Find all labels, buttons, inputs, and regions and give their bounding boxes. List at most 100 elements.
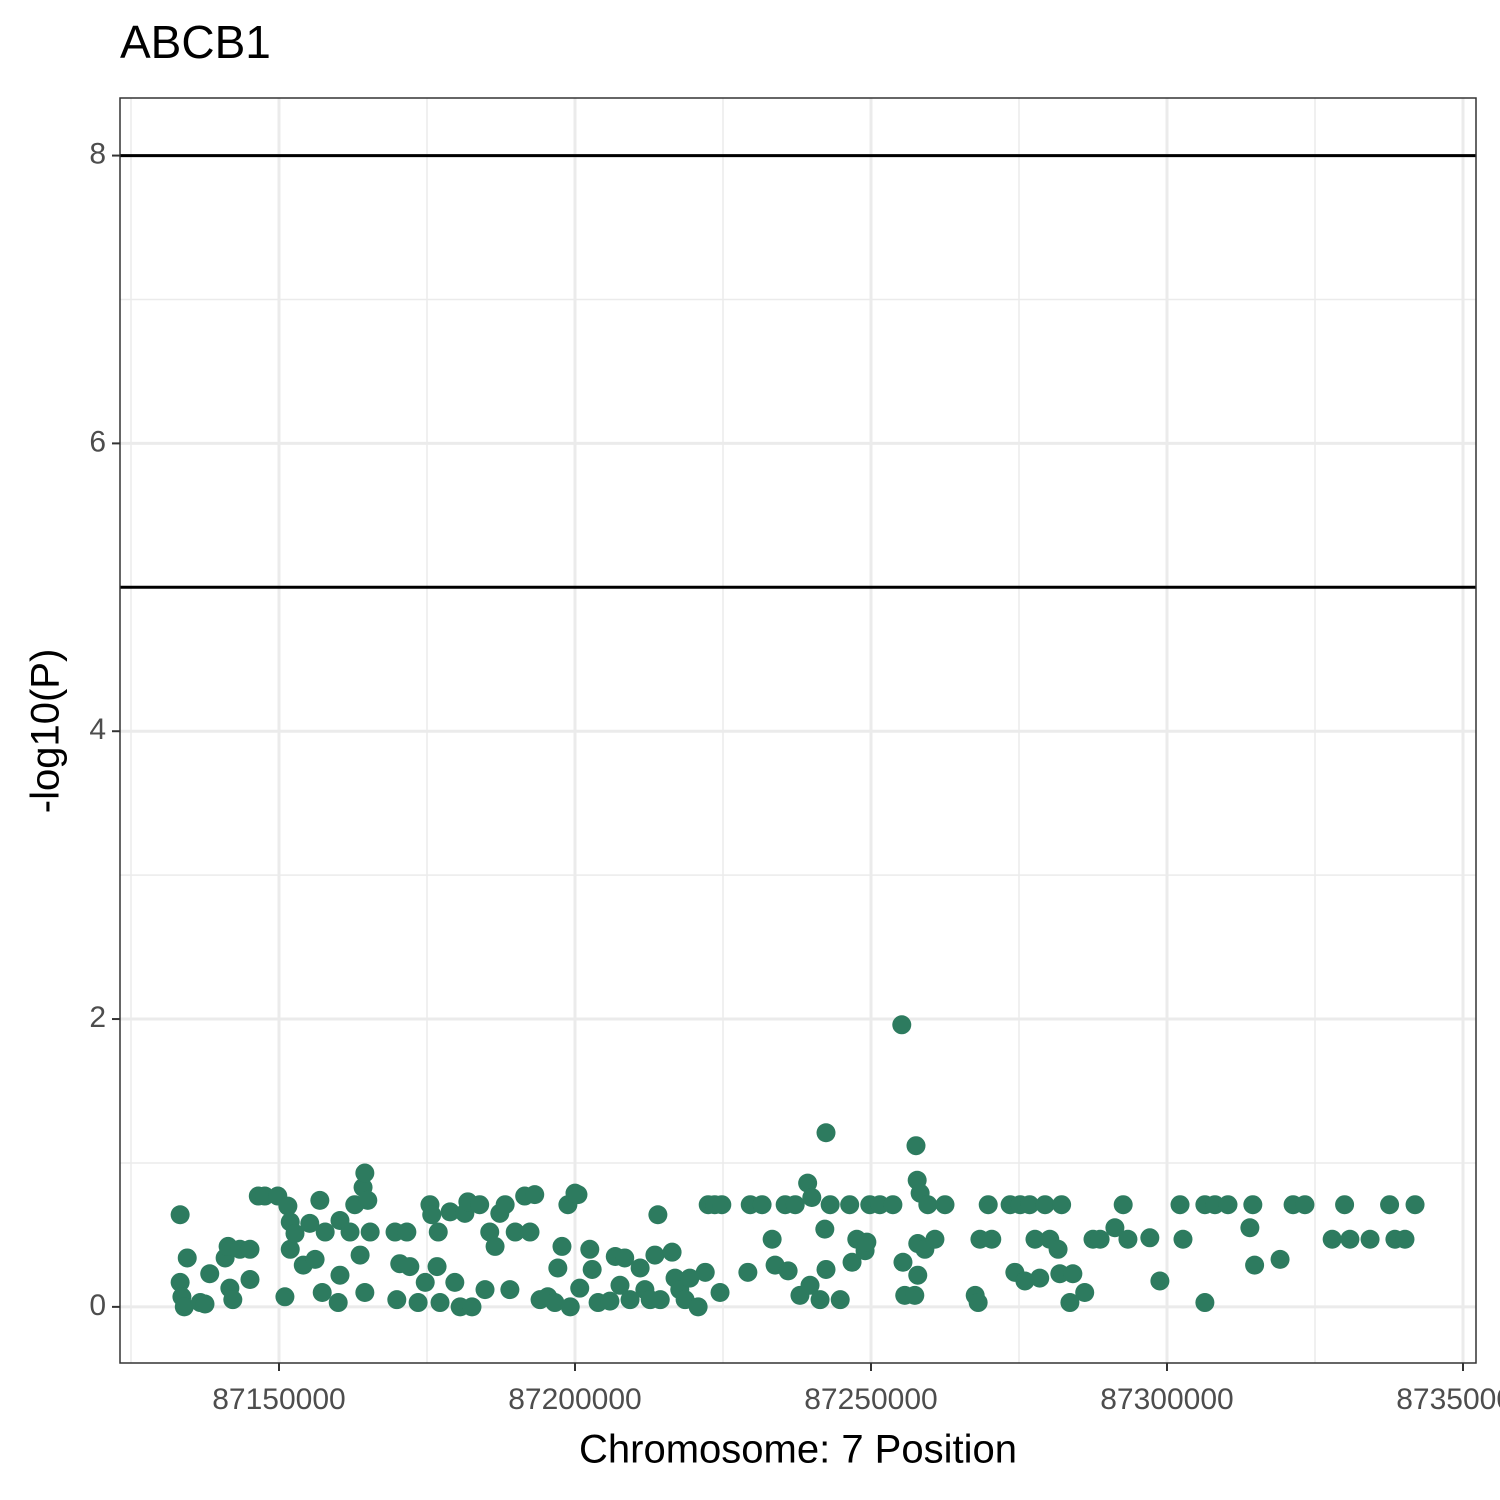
- y-tick-label: 4: [89, 713, 106, 746]
- point: [358, 1190, 378, 1210]
- point: [305, 1249, 325, 1269]
- point: [816, 1123, 836, 1143]
- point: [560, 1297, 580, 1317]
- point: [545, 1293, 565, 1313]
- point: [815, 1219, 835, 1239]
- point: [883, 1195, 903, 1215]
- point: [475, 1280, 495, 1300]
- point: [620, 1290, 640, 1310]
- point: [798, 1173, 818, 1193]
- point: [355, 1163, 375, 1183]
- point: [610, 1275, 630, 1295]
- point: [600, 1291, 620, 1311]
- point: [935, 1195, 955, 1215]
- point: [548, 1258, 568, 1278]
- point: [315, 1222, 335, 1242]
- point: [240, 1239, 260, 1259]
- point: [1270, 1249, 1290, 1269]
- point: [480, 1222, 500, 1242]
- x-tick-label: 87250000: [804, 1383, 937, 1416]
- point: [1030, 1268, 1050, 1288]
- point: [428, 1222, 448, 1242]
- point: [1340, 1229, 1360, 1249]
- point: [893, 1252, 913, 1272]
- x-tick-label: 87150000: [212, 1383, 345, 1416]
- point: [408, 1293, 428, 1313]
- point: [1052, 1195, 1072, 1215]
- point: [440, 1202, 460, 1222]
- point: [908, 1265, 928, 1285]
- point: [810, 1290, 830, 1310]
- point: [552, 1236, 572, 1256]
- point: [415, 1272, 435, 1292]
- point: [300, 1213, 320, 1233]
- point: [1140, 1228, 1160, 1248]
- point: [892, 1015, 912, 1035]
- point: [462, 1297, 482, 1317]
- point: [310, 1190, 330, 1210]
- point: [680, 1268, 700, 1288]
- point: [1240, 1218, 1260, 1238]
- point: [1150, 1271, 1170, 1291]
- point: [505, 1222, 525, 1242]
- point: [785, 1195, 805, 1215]
- point: [422, 1205, 442, 1225]
- point: [1380, 1195, 1400, 1215]
- point: [275, 1287, 295, 1307]
- point: [925, 1229, 945, 1249]
- point: [240, 1270, 260, 1290]
- point: [752, 1195, 772, 1215]
- point: [982, 1229, 1002, 1249]
- point: [712, 1195, 732, 1215]
- point: [1075, 1282, 1095, 1302]
- point: [427, 1257, 447, 1277]
- point: [350, 1245, 370, 1265]
- point: [648, 1205, 668, 1225]
- point: [1243, 1195, 1263, 1215]
- point: [1048, 1239, 1068, 1259]
- x-tick-label: 87300000: [1100, 1383, 1233, 1416]
- point: [177, 1248, 197, 1268]
- point: [1360, 1229, 1380, 1249]
- point: [918, 1195, 938, 1215]
- point: [223, 1290, 243, 1310]
- y-tick-label: 6: [89, 425, 106, 458]
- point: [820, 1195, 840, 1215]
- x-tick-label: 87350000: [1396, 1383, 1500, 1416]
- point: [1090, 1229, 1110, 1249]
- point: [1025, 1229, 1045, 1249]
- point: [738, 1262, 758, 1282]
- point: [397, 1222, 417, 1242]
- point: [1245, 1255, 1265, 1275]
- point: [1020, 1195, 1040, 1215]
- point: [830, 1290, 850, 1310]
- x-tick-label: 87200000: [508, 1383, 641, 1416]
- point: [800, 1275, 820, 1295]
- y-tick-label: 8: [89, 137, 106, 170]
- point: [285, 1223, 305, 1243]
- point: [688, 1297, 708, 1317]
- point: [650, 1290, 670, 1310]
- point: [906, 1136, 926, 1156]
- point: [580, 1239, 600, 1259]
- chart-title: ABCB1: [120, 16, 271, 68]
- point: [968, 1293, 988, 1313]
- point: [582, 1259, 602, 1279]
- point: [1063, 1264, 1083, 1284]
- point: [1205, 1195, 1225, 1215]
- point: [1218, 1195, 1238, 1215]
- point: [470, 1195, 490, 1215]
- point: [170, 1272, 190, 1292]
- point: [312, 1282, 332, 1302]
- point: [174, 1297, 194, 1317]
- panel-border: [119, 97, 1477, 1364]
- point: [1335, 1195, 1355, 1215]
- point: [662, 1242, 682, 1262]
- point: [1015, 1271, 1035, 1291]
- point: [1050, 1264, 1070, 1284]
- point: [400, 1257, 420, 1277]
- point: [1295, 1195, 1315, 1215]
- point: [195, 1294, 215, 1314]
- point: [905, 1285, 925, 1305]
